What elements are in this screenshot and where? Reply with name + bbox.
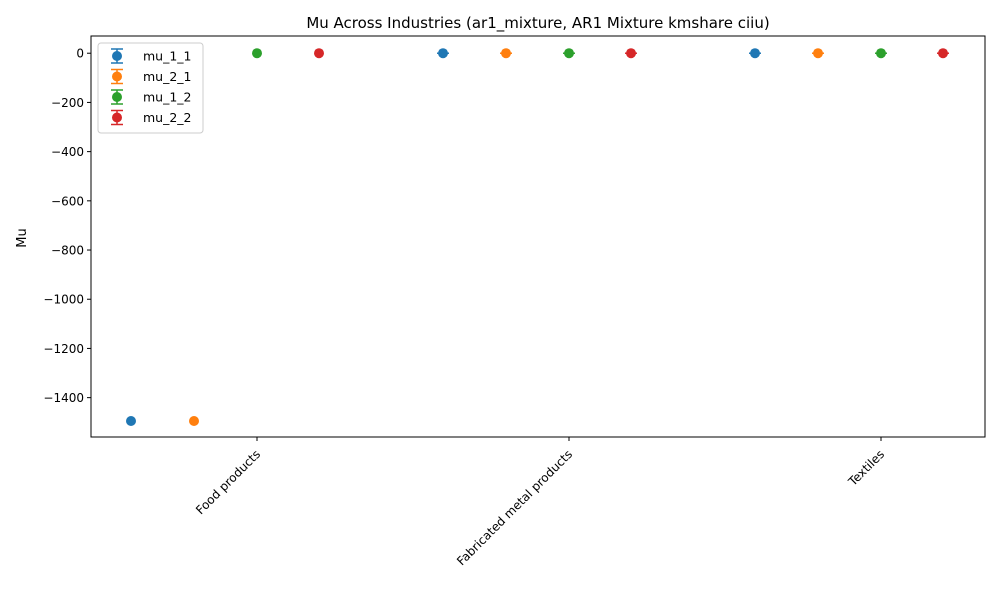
legend-marker [112,92,122,102]
legend-marker [112,71,122,82]
y-tick-label: −600 [51,194,84,208]
y-tick-label: −1000 [43,293,84,307]
x-tick-label: Textiles [845,447,887,489]
plot-area [126,48,949,427]
legend-marker [112,112,122,123]
data-point-mu_1_1 [126,416,136,427]
legend-label: mu_1_2 [143,90,192,105]
data-point-mu_2_1 [813,48,823,59]
data-point-mu_1_2 [252,48,262,59]
data-point-mu_2_1 [501,48,511,59]
data-point-mu_2_1 [189,416,199,427]
legend: mu_1_1 mu_2_1 mu_1_2 mu_2_2 [97,42,204,134]
data-point-mu_1_2 [876,48,886,59]
x-tick-label: Food products [193,447,263,517]
data-point-mu_2_2 [626,48,636,59]
legend-label: mu_2_1 [143,69,192,84]
y-tick-label: −1400 [43,391,84,405]
y-tick-label: −800 [51,244,84,258]
y-tick-label: −400 [51,145,84,159]
x-tick-label: Fabricated metal products [454,447,575,568]
data-point-mu_1_1 [750,48,760,59]
legend-box [97,42,204,134]
x-axis: Food products Fabricated metal products Te… [193,437,887,568]
data-point-mu_2_2 [938,48,948,59]
y-axis: 0 −200 −400 −600 −800 −1000 −1200 −1400 [43,47,91,405]
data-point-mu_2_2 [314,48,324,59]
chart-title: Mu Across Industries (ar1_mixture, AR1 M… [306,14,769,33]
y-axis-label: Mu [15,228,30,247]
y-tick-label: −200 [51,96,84,110]
legend-label: mu_2_2 [143,110,192,125]
legend-marker [112,51,122,61]
y-tick-label: 0 [76,47,84,61]
legend-label: mu_1_1 [143,49,192,64]
axes-frame [90,35,986,438]
data-point-mu_1_2 [564,48,574,59]
data-point-mu_1_1 [438,48,448,59]
y-tick-label: −1200 [43,342,84,356]
